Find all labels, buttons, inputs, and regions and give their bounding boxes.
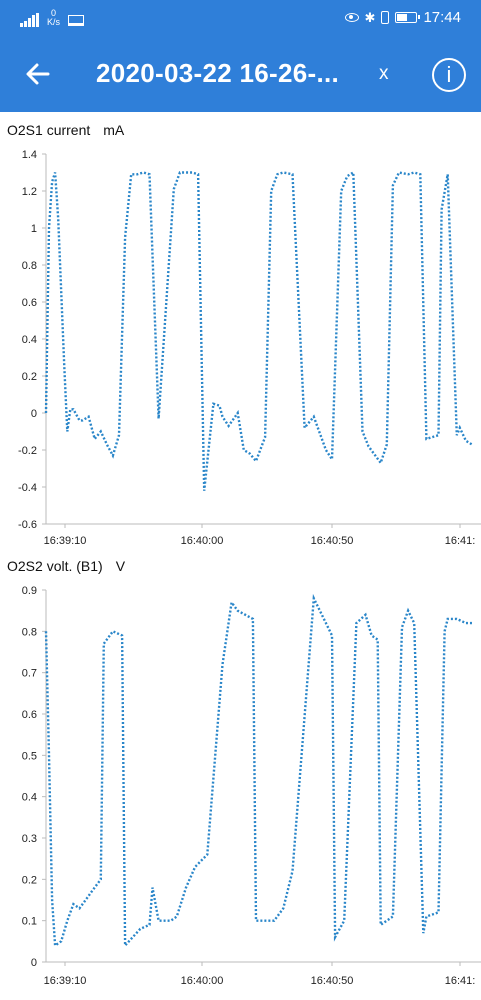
chart1-title-text: O2S1 current <box>7 122 91 138</box>
x-tick-label: 16:40:00 <box>181 975 224 987</box>
y-tick-label: 0.6 <box>22 709 37 721</box>
close-button[interactable]: x <box>379 63 389 84</box>
series-line <box>44 170 473 491</box>
y-tick-label: 0.8 <box>22 260 37 272</box>
eye-icon <box>344 13 359 22</box>
y-tick-label: 0.3 <box>22 833 37 845</box>
y-tick-label: 0.8 <box>22 626 37 638</box>
y-tick-label: 0 <box>31 408 37 420</box>
x-tick-label: 16:39:10 <box>44 975 87 987</box>
y-tick-label: 1.4 <box>22 149 37 161</box>
y-tick-label: -0.2 <box>18 445 37 457</box>
bluetooth-icon: ✱ <box>364 10 376 25</box>
x-tick-label: 16:40:50 <box>311 535 354 547</box>
chart2-unit: V <box>115 558 126 574</box>
vibrate-icon <box>381 11 390 24</box>
info-icon[interactable]: i <box>432 58 466 92</box>
y-tick-label: 0.6 <box>22 297 37 309</box>
x-tick-label: 16:41: <box>445 975 476 987</box>
y-tick-label: 0.4 <box>22 334 37 346</box>
o2s1-current-chart: 1.4 1.2 1 0.8 0.6 0.4 0.2 0 -0.2 -0.4 -0.6 16:39:10… <box>18 149 481 547</box>
y-tick-label: 0 <box>31 957 37 969</box>
y-tick-label: 0.1 <box>22 916 37 928</box>
status-time: 17:44 <box>423 9 461 26</box>
chart2-title-text: O2S2 volt. (B1) <box>7 558 103 574</box>
signal-icon <box>20 13 39 27</box>
y-tick-label: 0.2 <box>22 371 37 383</box>
y-tick-label: 0.2 <box>22 874 37 886</box>
y-tick-label: 0.5 <box>22 750 37 762</box>
net-speed: 0 K/s <box>47 9 60 27</box>
net-speed-unit: K/s <box>47 17 61 27</box>
laptop-icon <box>68 15 85 26</box>
chart1-title: O2S1 current mA <box>7 122 124 138</box>
status-bar: 0 K/s ✱ 17:44 <box>0 0 481 38</box>
chart1-unit: mA <box>103 122 125 138</box>
y-tick-label: 1 <box>31 223 37 235</box>
y-tick-label: 0.7 <box>22 668 37 680</box>
x-tick-label: 16:40:00 <box>181 535 224 547</box>
y-tick-label: 1.2 <box>22 186 37 198</box>
x-tick-label: 16:41: <box>445 535 476 547</box>
net-speed-value: 0 <box>51 8 57 18</box>
back-arrow-icon[interactable] <box>22 58 54 90</box>
series-line <box>44 593 472 949</box>
x-tick-label: 16:39:10 <box>44 535 87 547</box>
y-tick-label: -0.4 <box>18 482 37 494</box>
o2s2-voltage-chart: 0.9 0.8 0.7 0.6 0.5 0.4 0.3 0.2 0.1 0 16:39:10 16:4… <box>22 585 481 987</box>
page-title: 2020-03-22 16-26-... <box>96 58 340 88</box>
y-tick-label: -0.6 <box>18 519 37 531</box>
y-tick-label: 0.9 <box>22 585 37 597</box>
y-tick-label: 0.4 <box>22 792 37 804</box>
battery-icon <box>395 12 421 23</box>
x-tick-label: 16:40:50 <box>311 975 354 987</box>
app-bar: 2020-03-22 16-26-... x i <box>0 38 481 112</box>
chart2-title: O2S2 volt. (B1) V <box>7 558 125 574</box>
